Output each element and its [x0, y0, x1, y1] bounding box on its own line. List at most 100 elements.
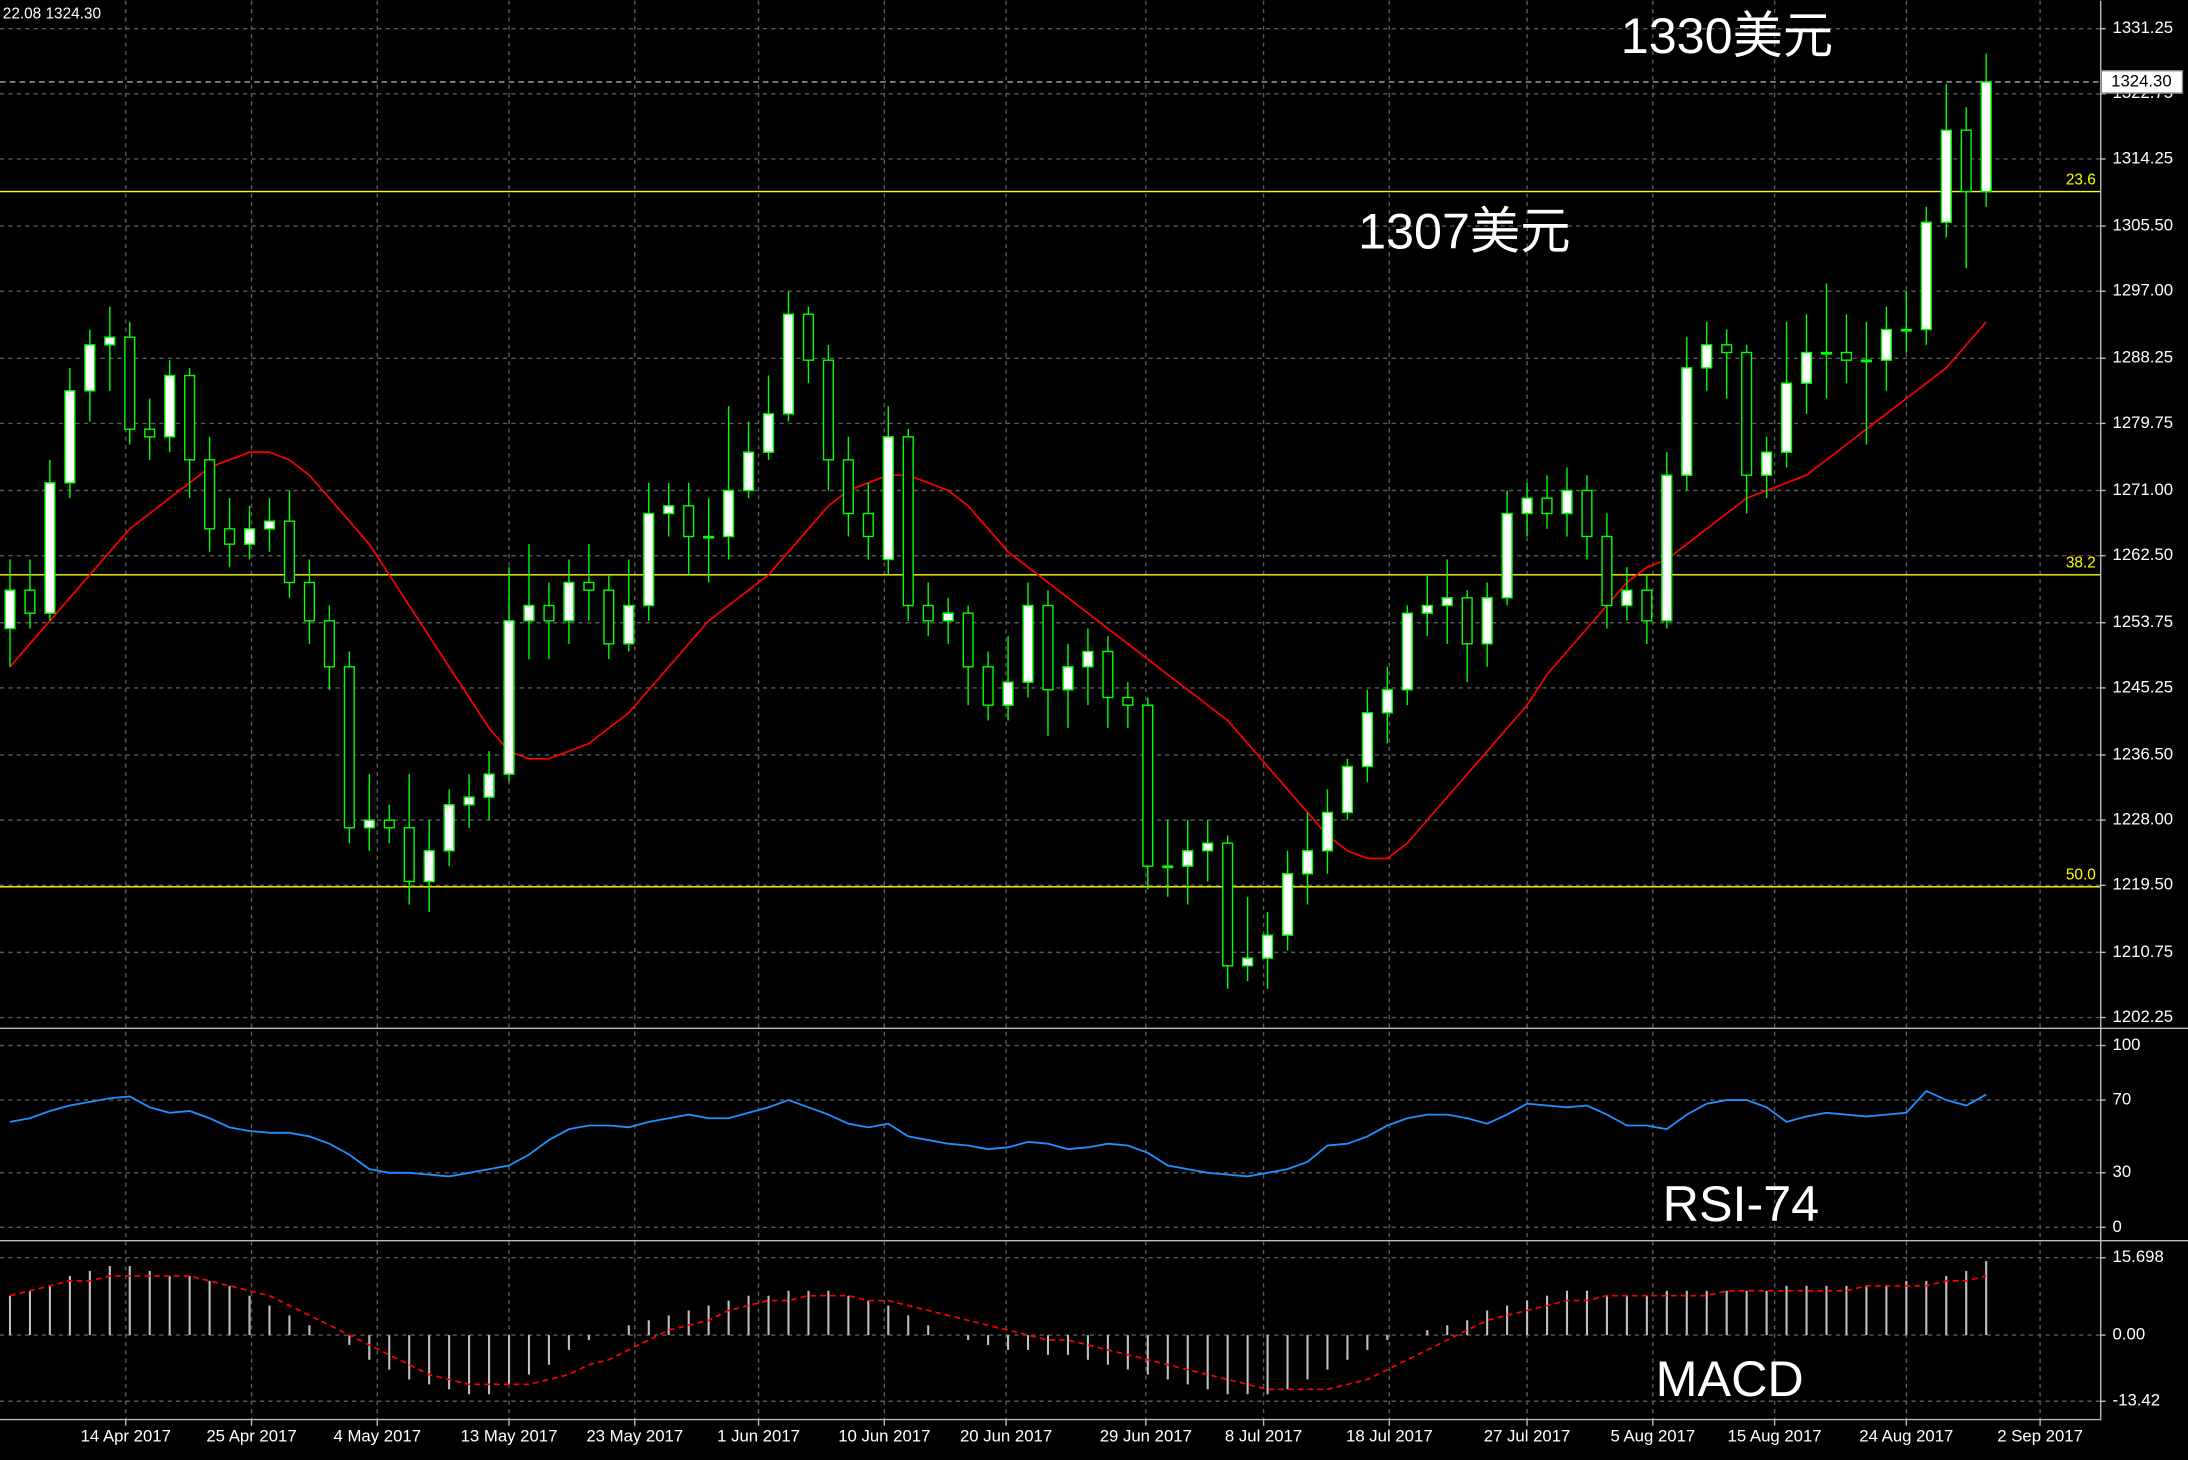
candle-body	[1860, 359, 1873, 363]
candle-body	[503, 620, 515, 775]
candle-body	[1261, 934, 1274, 959]
candle-body	[683, 505, 695, 538]
candle-body	[323, 620, 335, 668]
annotation: 1330美元	[1621, 7, 1833, 64]
x-tick-label: 23 May 2017	[586, 1426, 683, 1445]
candle-body	[343, 666, 355, 829]
candle-body	[1940, 129, 1952, 223]
candle-body	[703, 535, 715, 539]
candle-body	[1661, 474, 1673, 622]
candle-body	[742, 451, 755, 492]
candle-body	[982, 666, 994, 706]
candle-body	[1142, 704, 1154, 867]
y-tick-label: 15.698	[2113, 1247, 2164, 1266]
candle-body	[1421, 604, 1433, 614]
y-tick-label: 1236.50	[2113, 744, 2174, 763]
candle-body	[1880, 328, 1892, 361]
candle-body	[1501, 512, 1513, 599]
candle-body	[483, 773, 495, 798]
x-tick-label: 2 Sep 2017	[1997, 1426, 2083, 1445]
candle-body	[1062, 666, 1074, 691]
candle-body	[283, 520, 296, 584]
candle-body	[24, 589, 36, 614]
y-tick-label: 1228.00	[2113, 810, 2174, 829]
fib-level-label: 38.2	[2066, 555, 2096, 572]
y-tick-label: 1297.00	[2113, 281, 2174, 300]
candle-body	[1980, 81, 1992, 193]
x-tick-label: 15 Aug 2017	[1728, 1426, 1822, 1445]
candle-body	[363, 819, 375, 829]
y-tick-label: 1279.75	[2113, 413, 2174, 432]
candle-body	[1361, 712, 1373, 768]
last-price-box	[2100, 70, 2184, 94]
candle-body	[1341, 765, 1354, 814]
x-tick-label: 4 May 2017	[334, 1426, 422, 1445]
candle-body	[1641, 589, 1653, 622]
candle-body	[1900, 328, 1912, 332]
candle-body	[303, 581, 315, 622]
indicator-label: RSI-74	[1663, 1175, 1819, 1232]
candle-body	[1381, 689, 1393, 714]
candle-body	[204, 459, 216, 530]
x-tick-label: 8 Jul 2017	[1225, 1426, 1302, 1445]
candle-body	[1242, 957, 1254, 967]
candle-body	[822, 359, 835, 461]
candle-body	[104, 336, 116, 346]
candle-body	[1401, 612, 1413, 691]
candle-body	[263, 520, 276, 530]
info-text: 22.08 1324.30	[3, 6, 101, 23]
y-tick-label: 1219.50	[2113, 875, 2174, 894]
candle-body	[1461, 597, 1473, 645]
y-tick-label: 1210.75	[2113, 942, 2174, 961]
candle-body	[663, 505, 675, 515]
candle-body	[1800, 351, 1813, 384]
macd-signal-line	[9, 1275, 1987, 1391]
candle-body	[1920, 221, 1932, 331]
candle-body	[1042, 604, 1054, 691]
candle-body	[922, 604, 934, 622]
x-tick-label: 13 May 2017	[461, 1426, 558, 1445]
candle-body	[862, 512, 874, 538]
x-tick-label: 14 Apr 2017	[81, 1426, 171, 1445]
x-tick-label: 5 Aug 2017	[1610, 1426, 1695, 1445]
candle-body	[243, 528, 256, 545]
candle-body	[124, 336, 136, 430]
candle-body	[902, 436, 914, 607]
candle-body	[523, 604, 535, 622]
candle-body	[1701, 344, 1713, 369]
candle-body	[643, 512, 655, 607]
x-tick-label: 20 Jun 2017	[960, 1426, 1052, 1445]
candle-body	[1820, 351, 1833, 355]
rsi-line	[9, 1089, 1987, 1178]
x-tick-label: 25 Apr 2017	[206, 1426, 296, 1445]
y-tick-label: 1271.00	[2113, 480, 2174, 499]
x-tick-label: 10 Jun 2017	[838, 1426, 930, 1445]
candle-body	[563, 581, 575, 622]
candle-body	[1741, 351, 1753, 476]
y-tick-label: -13.42	[2113, 1391, 2161, 1410]
candle-body	[1481, 597, 1493, 645]
candle-body	[583, 581, 595, 591]
candle-body	[443, 804, 455, 852]
candle-body	[1761, 451, 1773, 476]
candle-body	[782, 313, 795, 415]
candle-body	[423, 850, 435, 883]
y-tick-label: 1262.50	[2113, 545, 2174, 564]
fib-level-label: 23.6	[2066, 171, 2096, 188]
y-tick-label: 70	[2113, 1089, 2132, 1108]
candle-body	[1162, 865, 1174, 869]
candle-body	[1521, 497, 1533, 515]
candle-body	[184, 374, 196, 461]
x-tick-label: 1 Jun 2017	[717, 1426, 800, 1445]
candle-body	[1082, 650, 1094, 668]
candle-body	[1541, 497, 1553, 515]
y-tick-label: 1245.25	[2113, 677, 2174, 696]
y-tick-label: 1331.25	[2113, 18, 2174, 37]
candle-body	[144, 428, 156, 438]
candle-body	[1022, 604, 1034, 683]
fib-level-label: 50.0	[2066, 867, 2096, 884]
candle-body	[1102, 650, 1114, 699]
candle-body	[842, 459, 854, 515]
candle-body	[623, 604, 635, 645]
